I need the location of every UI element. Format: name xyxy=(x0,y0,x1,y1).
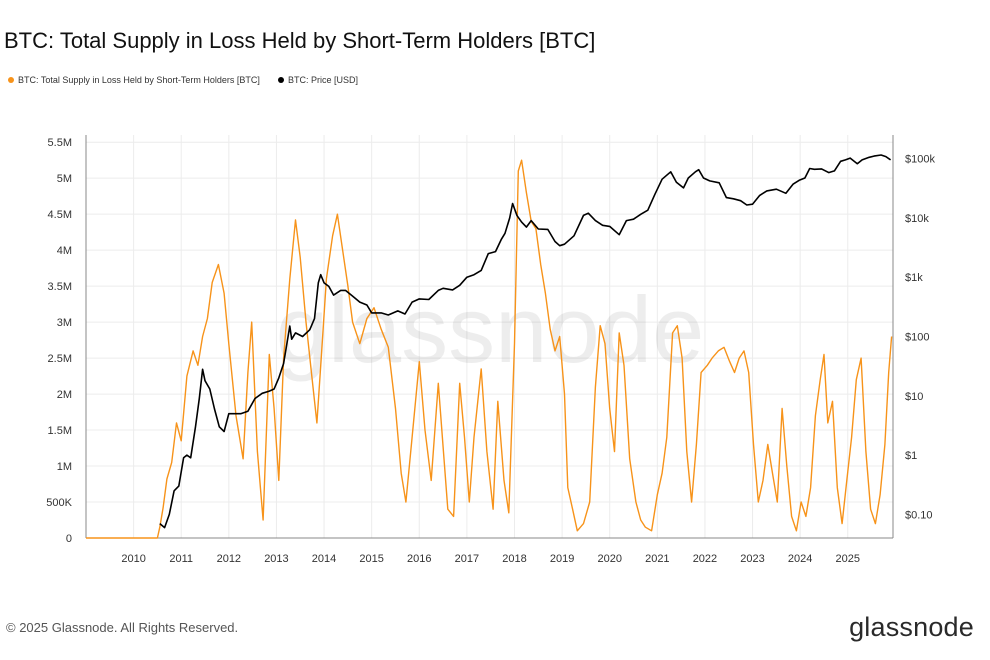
y-right-tick-label: $100 xyxy=(905,332,929,344)
y-left-tick-label: 1.5M xyxy=(48,425,72,437)
x-tick-label: 2018 xyxy=(502,553,526,565)
y-left-tick-label: 1M xyxy=(57,461,72,473)
watermark: glassnode xyxy=(276,277,705,382)
y-left-tick-label: 2.5M xyxy=(48,353,72,365)
y-left-tick-label: 3.5M xyxy=(48,281,72,293)
footer-copyright: © 2025 Glassnode. All Rights Reserved. xyxy=(6,620,239,635)
series-line-price xyxy=(159,154,892,529)
x-tick-label: 2017 xyxy=(455,553,479,565)
x-tick-label: 2014 xyxy=(312,553,336,565)
x-tick-label: 2023 xyxy=(740,553,764,565)
x-tick-label: 2012 xyxy=(217,553,241,565)
x-tick-label: 2015 xyxy=(359,553,383,565)
y-left-tick-label: 3M xyxy=(57,317,72,329)
y-right-tick-label: $0.10 xyxy=(905,509,933,521)
x-tick-label: 2016 xyxy=(407,553,431,565)
x-tick-label: 2024 xyxy=(788,553,812,565)
y-left-tick-label: 4.5M xyxy=(48,209,72,221)
legend-label-supply: BTC: Total Supply in Loss Held by Short-… xyxy=(18,75,260,85)
y-right-tick-label: $10 xyxy=(905,391,923,403)
y-left-tick-label: 5M xyxy=(57,173,72,185)
x-tick-label: 2019 xyxy=(550,553,574,565)
chart-title: BTC: Total Supply in Loss Held by Short-… xyxy=(4,28,596,53)
x-tick-label: 2011 xyxy=(169,553,193,565)
x-tick-label: 2022 xyxy=(693,553,717,565)
y-right-tick-label: $1 xyxy=(905,450,917,462)
axis-layer: 0 500K 1M 1.5M 2M 2.5M 3M 3.5M 4M 4.5M 5M 5.5M 2010 2… xyxy=(46,135,935,565)
x-tick-label: 2020 xyxy=(597,553,621,565)
y-left-tick-label: 500K xyxy=(46,497,72,509)
x-tick-label: 2010 xyxy=(121,553,145,565)
legend-dot-price xyxy=(277,77,284,83)
y-right-tick-label: $10k xyxy=(905,213,929,225)
y-left-tick-label: 2M xyxy=(57,389,72,401)
x-tick-label: 2025 xyxy=(836,553,860,565)
legend: BTC: Total Supply in Loss Held by Short-… xyxy=(8,73,376,87)
y-right-tick-label: $1k xyxy=(905,272,923,284)
series-line-supply-in-loss xyxy=(86,159,893,539)
y-right-tick-label: $100k xyxy=(905,154,935,166)
x-tick-label: 2021 xyxy=(645,553,669,565)
legend-item-supply[interactable]: BTC: Total Supply in Loss Held by Short-… xyxy=(8,75,260,85)
y-left-tick-label: 0 xyxy=(66,533,72,545)
x-tick-label: 2013 xyxy=(264,553,288,565)
legend-item-price[interactable]: BTC: Price [USD] xyxy=(277,75,358,85)
series-layer xyxy=(86,154,893,539)
y-left-tick-label: 4M xyxy=(57,245,72,257)
legend-label-price: BTC: Price [USD] xyxy=(287,75,358,85)
legend-dot-supply xyxy=(8,77,14,83)
footer-logo[interactable]: glassnode xyxy=(849,612,974,642)
y-left-tick-label: 5.5M xyxy=(48,137,72,149)
